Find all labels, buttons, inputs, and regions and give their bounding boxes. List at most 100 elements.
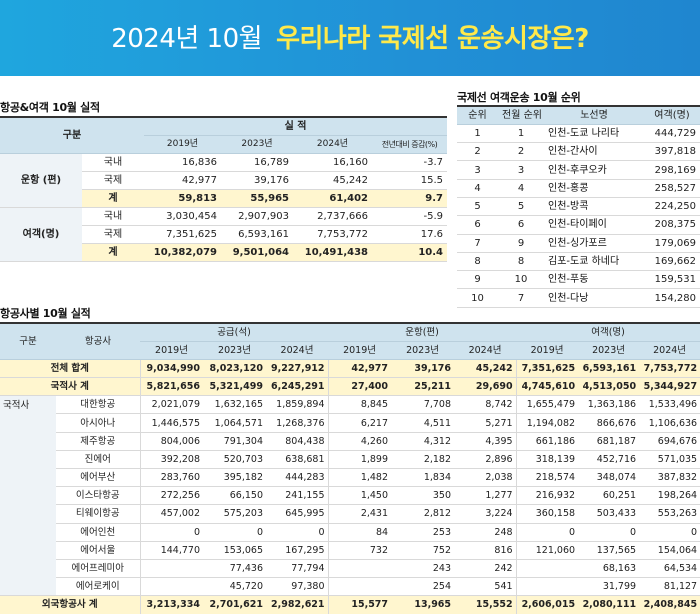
airlines-value-f2: 2,896 [454,450,517,470]
airlines-value-f2: 8,742 [454,395,517,415]
airlines-value-f1: 253 [391,523,455,542]
airlines-value-f0: 1,899 [327,450,392,470]
airlines-value-f0: 2,431 [327,504,392,524]
airlines-value-s2: 444,283 [266,468,329,488]
airlines-table: 구분 항공사 공급(석) 운항(편) 여객(명) 2019년 2023년 202… [0,322,700,614]
airlines-value-p0: 1,655,479 [515,395,579,415]
performance-row: 국제 7,351,625 6,593,161 7,753,772 17.6 [0,225,448,244]
airlines-value-f0: 1,450 [327,486,392,506]
airlines-value-s1: 5,321,499 [203,377,266,397]
airlines-value-p1: 137,565 [578,541,640,560]
airlines-value-s1: 395,182 [203,468,266,488]
ranking-route: 인천-타이페이 [544,215,644,235]
airlines-value-p1: 31,799 [578,577,640,597]
airlines-value-f2: 541 [454,577,517,597]
ranking-route: 인천-싱가포르 [544,234,644,253]
banner-title: 2024년 10월 우리나라 국제선 운송시장은? [0,18,700,55]
performance-value-y2024: 16,160 [293,153,372,172]
airlines-row: 국적사 대한항공 2,021,079 1,632,165 1,859,894 8,845 7… [0,395,700,597]
airlines-value-f0: 4,260 [327,432,392,451]
ranking-rank: 6 [457,215,498,235]
airlines-value-f0: 732 [327,541,392,560]
performance-value-y2024: 2,737,666 [293,207,372,226]
airlines-header-supply-2019: 2019년 [140,341,203,360]
airlines-header-supply-2023: 2023년 [203,341,266,360]
ranking-prev-rank: 2 [498,142,544,162]
performance-value-change: -5.9 [372,207,448,226]
performance-value-y2024: 7,753,772 [293,225,372,244]
performance-row: 국제 42,977 39,176 45,242 15.5 [0,171,448,190]
airlines-value-s0: 9,034,990 [139,359,203,379]
airlines-value-f2: 4,395 [454,432,517,451]
performance-row: 여객(명) 국내 3,030,454 2,907,903 2,737,666 -5.9 [0,207,448,262]
ranking-passengers: 258,527 [644,179,700,198]
ranking-passengers: 169,662 [644,252,700,272]
airlines-value-s0: 457,002 [139,504,203,524]
airlines-value-p2: 0 [639,523,700,542]
airlines-value-p2: 1,533,496 [639,395,700,415]
ranking-row: 4 4 인천-홍콩 258,527 [457,179,700,198]
airlines-value-f1: 4,511 [391,413,455,433]
performance-value-y2023: 55,965 [221,189,293,208]
airlines-header-category: 구분 [0,323,56,360]
airlines-value-p1: 348,074 [578,468,640,488]
performance-value-change: 17.6 [372,225,448,244]
performance-table: 구분 실 적 2019년 2023년 2024년 전년대비 증감(%) 운항 (… [0,116,448,262]
ranking-passengers: 154,280 [644,288,700,308]
airlines-value-f1: 13,965 [391,595,455,614]
airlines-header-flights-2023: 2023년 [391,341,455,360]
airlines-value-f2: 29,690 [454,377,517,397]
ranking-prev-rank: 4 [498,179,544,198]
ranking-row: 8 8 김포-도쿄 하네다 169,662 [457,252,700,272]
airlines-value-s2: 167,295 [266,541,329,560]
airlines-value-p1: 68,163 [578,559,640,579]
airlines-value-p0: 1,194,082 [515,413,579,433]
performance-row-label: 계 [82,243,144,262]
airlines-row: 아시아나 1,446,575 1,064,571 1,268,376 6,217 4,51… [0,413,700,433]
performance-value-y2024: 45,242 [293,171,372,190]
performance-value-y2019: 59,813 [144,189,221,208]
performance-header-2024: 2024년 [293,135,372,154]
airlines-value-f1: 350 [391,486,455,506]
airlines-value-f1: 752 [391,541,455,560]
ranking-table: 순위 전월 순위 노선명 여객(명) 1 1 인천-도쿄 나리타 444,729 2 2 인… [457,105,700,308]
airlines-name: 에어로케이 [56,577,140,597]
airlines-header-supply: 공급(석) [140,323,329,342]
ranking-prev-rank: 9 [498,234,544,253]
airlines-value-s2: 1,859,894 [266,395,329,415]
airlines-header-flights-2024: 2024년 [454,341,517,360]
airlines-value-s1: 1,632,165 [203,395,266,415]
ranking-route: 인천-방콕 [544,197,644,217]
airlines-header-pax-2024: 2024년 [639,341,700,360]
airlines-value-p2: 198,264 [639,486,700,506]
performance-row: 계 10,382,079 9,501,064 10,491,438 10.4 [0,243,448,262]
ranking-route: 인천-간사이 [544,142,644,162]
airlines-value-f0 [327,577,392,597]
airlines-row: 티웨이항공 457,002 575,203 645,995 2,431 2,812 3,22… [0,504,700,524]
airlines-group-label: 국적사 [0,395,56,597]
airlines-value-p0: 121,060 [515,541,579,560]
airlines-row: 에어서울 144,770 153,065 167,295 732 752 816 121,06… [0,541,700,560]
airlines-value-p1: 681,187 [578,432,640,451]
airlines-value-s0 [139,577,203,597]
ranking-prev-rank: 10 [498,270,544,290]
airlines-value-s1: 520,703 [203,450,266,470]
ranking-prev-rank: 7 [498,288,544,308]
airlines-value-p1: 452,716 [578,450,640,470]
ranking-passengers: 298,169 [644,160,700,180]
ranking-rank: 1 [457,124,498,144]
ranking-row: 6 6 인천-타이페이 208,375 [457,215,700,235]
airlines-header-pax-2019: 2019년 [516,341,579,360]
ranking-route: 인천-푸동 [544,270,644,290]
airlines-row: 이스타항공 272,256 66,150 241,155 1,450 350 1,277 21… [0,486,700,506]
ranking-rank: 7 [457,234,498,253]
airlines-name: 에어인천 [56,523,140,542]
airlines-value-s1: 1,064,571 [203,413,266,433]
airlines-value-p0: 661,186 [515,432,579,451]
ranking-passengers: 224,250 [644,197,700,217]
ranking-title: 국제선 여객운송 10월 순위 [457,91,581,104]
airlines-header-flights: 운항(편) [328,323,517,342]
airlines-value-s2: 638,681 [266,450,329,470]
airlines-value-f0: 8,845 [327,395,392,415]
airlines-value-f1: 254 [391,577,455,597]
